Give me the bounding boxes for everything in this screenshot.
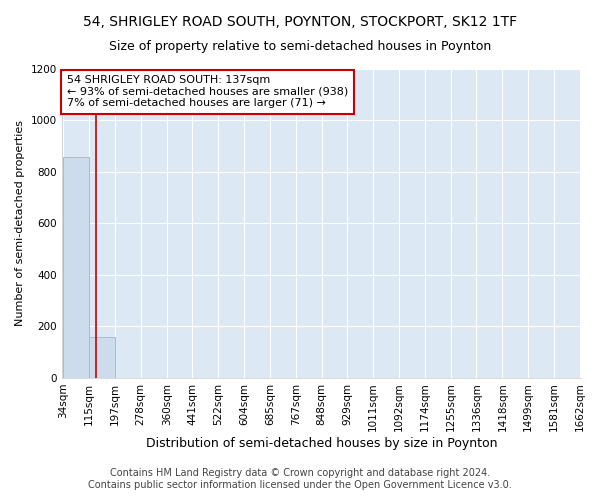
Text: 54 SHRIGLEY ROAD SOUTH: 137sqm
← 93% of semi-detached houses are smaller (938)
7: 54 SHRIGLEY ROAD SOUTH: 137sqm ← 93% of … xyxy=(67,75,348,108)
Bar xyxy=(89,336,115,378)
Text: Size of property relative to semi-detached houses in Poynton: Size of property relative to semi-detach… xyxy=(109,40,491,53)
X-axis label: Distribution of semi-detached houses by size in Poynton: Distribution of semi-detached houses by … xyxy=(146,437,497,450)
Text: 54, SHRIGLEY ROAD SOUTH, POYNTON, STOCKPORT, SK12 1TF: 54, SHRIGLEY ROAD SOUTH, POYNTON, STOCKP… xyxy=(83,15,517,29)
Bar xyxy=(63,156,89,378)
Text: Contains HM Land Registry data © Crown copyright and database right 2024.
Contai: Contains HM Land Registry data © Crown c… xyxy=(88,468,512,490)
Y-axis label: Number of semi-detached properties: Number of semi-detached properties xyxy=(15,120,25,326)
